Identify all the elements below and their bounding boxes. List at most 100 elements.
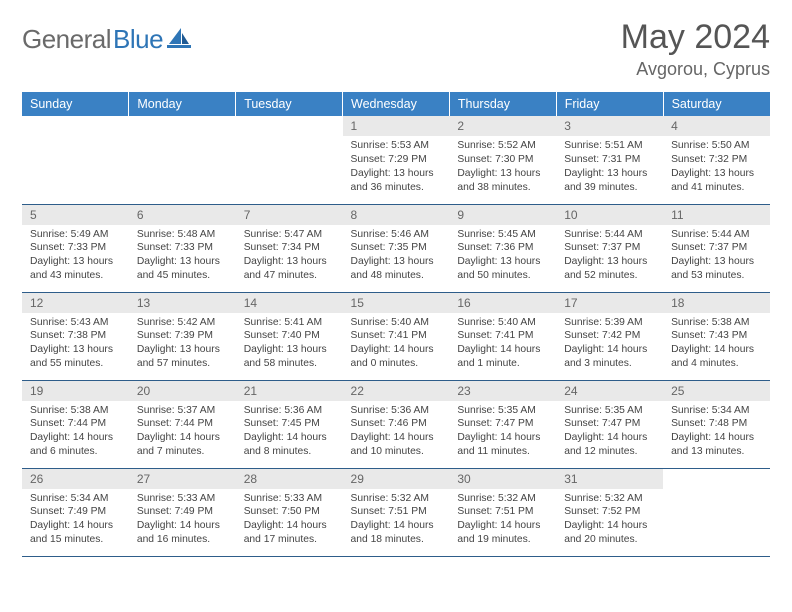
day-content: Sunrise: 5:41 AMSunset: 7:40 PMDaylight:… <box>236 313 343 372</box>
day-line: Daylight: 13 hours <box>137 343 228 357</box>
day-line: and 19 minutes. <box>457 533 548 547</box>
day-content: Sunrise: 5:39 AMSunset: 7:42 PMDaylight:… <box>556 313 663 372</box>
day-line: Daylight: 13 hours <box>351 167 442 181</box>
day-line: Daylight: 13 hours <box>564 167 655 181</box>
day-number: 5 <box>22 205 129 225</box>
calendar-body: 1Sunrise: 5:53 AMSunset: 7:29 PMDaylight… <box>22 116 770 556</box>
day-line: Daylight: 13 hours <box>564 255 655 269</box>
day-line: Sunrise: 5:42 AM <box>137 316 228 330</box>
day-number <box>663 469 770 489</box>
day-content: Sunrise: 5:42 AMSunset: 7:39 PMDaylight:… <box>129 313 236 372</box>
calendar-cell: 25Sunrise: 5:34 AMSunset: 7:48 PMDayligh… <box>663 380 770 468</box>
day-content: Sunrise: 5:33 AMSunset: 7:50 PMDaylight:… <box>236 489 343 548</box>
weekday-header: Friday <box>556 92 663 116</box>
calendar-cell: 27Sunrise: 5:33 AMSunset: 7:49 PMDayligh… <box>129 468 236 556</box>
day-line: Sunrise: 5:40 AM <box>351 316 442 330</box>
day-line: Sunset: 7:51 PM <box>457 505 548 519</box>
day-line: and 16 minutes. <box>137 533 228 547</box>
calendar-cell: 6Sunrise: 5:48 AMSunset: 7:33 PMDaylight… <box>129 204 236 292</box>
day-line: Daylight: 14 hours <box>671 343 762 357</box>
day-line: Daylight: 14 hours <box>671 431 762 445</box>
day-content: Sunrise: 5:32 AMSunset: 7:51 PMDaylight:… <box>343 489 450 548</box>
day-content: Sunrise: 5:52 AMSunset: 7:30 PMDaylight:… <box>449 136 556 195</box>
day-number <box>129 116 236 136</box>
day-line: Daylight: 13 hours <box>244 343 335 357</box>
day-line: and 55 minutes. <box>30 357 121 371</box>
day-line: Sunrise: 5:44 AM <box>564 228 655 242</box>
day-line: Sunrise: 5:35 AM <box>564 404 655 418</box>
day-line: Sunset: 7:30 PM <box>457 153 548 167</box>
day-line: Sunrise: 5:45 AM <box>457 228 548 242</box>
day-line: and 15 minutes. <box>30 533 121 547</box>
calendar-cell: 26Sunrise: 5:34 AMSunset: 7:49 PMDayligh… <box>22 468 129 556</box>
day-line: Sunset: 7:49 PM <box>30 505 121 519</box>
calendar-table: Sunday Monday Tuesday Wednesday Thursday… <box>22 92 770 557</box>
day-line: Daylight: 14 hours <box>244 519 335 533</box>
day-line: and 50 minutes. <box>457 269 548 283</box>
day-content: Sunrise: 5:33 AMSunset: 7:49 PMDaylight:… <box>129 489 236 548</box>
calendar-cell: 13Sunrise: 5:42 AMSunset: 7:39 PMDayligh… <box>129 292 236 380</box>
brand-text-1: General <box>22 24 111 55</box>
day-line: Sunset: 7:52 PM <box>564 505 655 519</box>
day-content: Sunrise: 5:43 AMSunset: 7:38 PMDaylight:… <box>22 313 129 372</box>
day-line: Daylight: 14 hours <box>137 519 228 533</box>
calendar-cell: 4Sunrise: 5:50 AMSunset: 7:32 PMDaylight… <box>663 116 770 204</box>
day-number: 12 <box>22 293 129 313</box>
day-line: and 4 minutes. <box>671 357 762 371</box>
day-number: 6 <box>129 205 236 225</box>
day-line: Daylight: 13 hours <box>244 255 335 269</box>
day-line: Sunset: 7:33 PM <box>30 241 121 255</box>
calendar-cell: 10Sunrise: 5:44 AMSunset: 7:37 PMDayligh… <box>556 204 663 292</box>
day-line: and 58 minutes. <box>244 357 335 371</box>
day-line: and 57 minutes. <box>137 357 228 371</box>
day-line: Sunrise: 5:47 AM <box>244 228 335 242</box>
day-line: Daylight: 13 hours <box>457 255 548 269</box>
day-line: and 18 minutes. <box>351 533 442 547</box>
day-content: Sunrise: 5:48 AMSunset: 7:33 PMDaylight:… <box>129 225 236 284</box>
day-number: 14 <box>236 293 343 313</box>
header: GeneralBlue May 2024 Avgorou, Cyprus <box>22 18 770 80</box>
day-line: and 8 minutes. <box>244 445 335 459</box>
calendar-cell: 5Sunrise: 5:49 AMSunset: 7:33 PMDaylight… <box>22 204 129 292</box>
day-content <box>22 136 129 139</box>
month-title: May 2024 <box>621 18 770 57</box>
day-line: Sunset: 7:41 PM <box>457 329 548 343</box>
brand-logo: GeneralBlue <box>22 18 191 55</box>
calendar-cell: 19Sunrise: 5:38 AMSunset: 7:44 PMDayligh… <box>22 380 129 468</box>
day-number: 21 <box>236 381 343 401</box>
day-number: 4 <box>663 116 770 136</box>
calendar-cell <box>129 116 236 204</box>
day-line: Sunrise: 5:32 AM <box>351 492 442 506</box>
day-line: and 36 minutes. <box>351 181 442 195</box>
calendar-cell: 3Sunrise: 5:51 AMSunset: 7:31 PMDaylight… <box>556 116 663 204</box>
day-line: Sunrise: 5:51 AM <box>564 139 655 153</box>
day-number: 29 <box>343 469 450 489</box>
day-number: 1 <box>343 116 450 136</box>
day-content <box>129 136 236 139</box>
day-number: 26 <box>22 469 129 489</box>
day-line: Daylight: 14 hours <box>244 431 335 445</box>
day-number: 16 <box>449 293 556 313</box>
day-line: Sunset: 7:48 PM <box>671 417 762 431</box>
day-line: Daylight: 13 hours <box>457 167 548 181</box>
day-number: 17 <box>556 293 663 313</box>
calendar-cell: 23Sunrise: 5:35 AMSunset: 7:47 PMDayligh… <box>449 380 556 468</box>
day-line: Sunrise: 5:34 AM <box>30 492 121 506</box>
calendar-cell: 30Sunrise: 5:32 AMSunset: 7:51 PMDayligh… <box>449 468 556 556</box>
day-line: Sunset: 7:33 PM <box>137 241 228 255</box>
day-line: and 52 minutes. <box>564 269 655 283</box>
day-line: Daylight: 14 hours <box>564 343 655 357</box>
day-line: and 48 minutes. <box>351 269 442 283</box>
day-number: 18 <box>663 293 770 313</box>
day-number: 30 <box>449 469 556 489</box>
day-line: Daylight: 13 hours <box>137 255 228 269</box>
calendar-cell: 7Sunrise: 5:47 AMSunset: 7:34 PMDaylight… <box>236 204 343 292</box>
day-line: Daylight: 13 hours <box>671 255 762 269</box>
day-number: 31 <box>556 469 663 489</box>
day-line: Sunrise: 5:46 AM <box>351 228 442 242</box>
calendar-cell: 24Sunrise: 5:35 AMSunset: 7:47 PMDayligh… <box>556 380 663 468</box>
day-line: and 39 minutes. <box>564 181 655 195</box>
day-line: Sunrise: 5:32 AM <box>457 492 548 506</box>
day-line: Sunset: 7:50 PM <box>244 505 335 519</box>
day-line: Sunrise: 5:36 AM <box>351 404 442 418</box>
